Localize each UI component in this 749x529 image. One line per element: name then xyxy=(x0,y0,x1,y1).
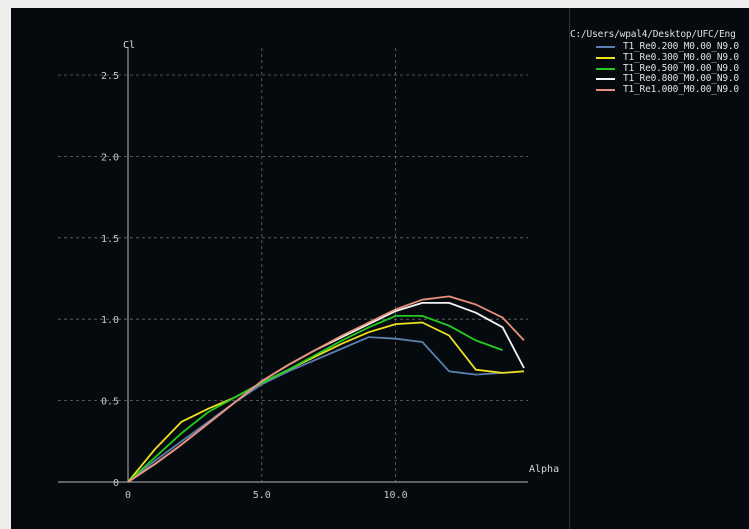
legend-swatch xyxy=(596,78,615,81)
x-tick-label: 0 xyxy=(125,490,131,501)
legend-swatch xyxy=(596,89,615,92)
y-axis-title: Cl xyxy=(123,40,135,51)
x-tick-label: 10.0 xyxy=(384,490,408,501)
grid-layer xyxy=(58,47,528,483)
x-tick-label: 5.0 xyxy=(253,490,271,501)
y-tick-label: 0.5 xyxy=(101,397,119,408)
series-line[interactable] xyxy=(127,314,503,483)
plot-panel[interactable]: Cl Alpha 0 0.5 1.0 1.5 2.0 2.5 0 5.0 10.0 xyxy=(11,8,569,529)
legend-swatch xyxy=(596,56,615,59)
series-line[interactable] xyxy=(127,295,525,483)
y-tick-label: 2.5 xyxy=(101,71,119,82)
legend-label: T1_Re0.800_M0.00_N9.0 xyxy=(623,73,739,85)
series-line[interactable] xyxy=(127,301,525,483)
legend-label: T1_Re0.500_M0.00_N9.0 xyxy=(623,62,739,74)
y-tick-label: 1.0 xyxy=(101,315,119,326)
y-tick-label: 0 xyxy=(113,478,119,489)
y-tick-label: 2.0 xyxy=(101,152,119,163)
legend-label: T1_Re0.200_M0.00_N9.0 xyxy=(623,41,739,52)
legend-swatch xyxy=(596,67,615,70)
label-layer: Cl Alpha 0 0.5 1.0 1.5 2.0 2.5 0 5.0 10.0 xyxy=(101,40,559,501)
series-layer xyxy=(127,295,525,483)
polar-chart[interactable]: Cl Alpha 0 0.5 1.0 1.5 2.0 2.5 0 5.0 10.0 xyxy=(11,8,569,529)
series-line[interactable] xyxy=(127,321,525,483)
x-axis-title: Alpha xyxy=(529,464,559,475)
legend-file-path: C:/Users/wpal4/Desktop/UFC/Eng xyxy=(570,29,736,40)
legend-swatch xyxy=(596,46,615,48)
legend-panel[interactable]: C:/Users/wpal4/Desktop/UFC/Eng T1_Re0.20… xyxy=(569,8,749,529)
legend-label: T1_Re0.300_M0.00_N9.0 xyxy=(623,51,739,63)
legend-label: T1_Re1.000_M0.00_N9.0 xyxy=(623,84,739,96)
y-tick-label: 1.5 xyxy=(101,234,119,245)
series-line[interactable] xyxy=(127,336,503,483)
